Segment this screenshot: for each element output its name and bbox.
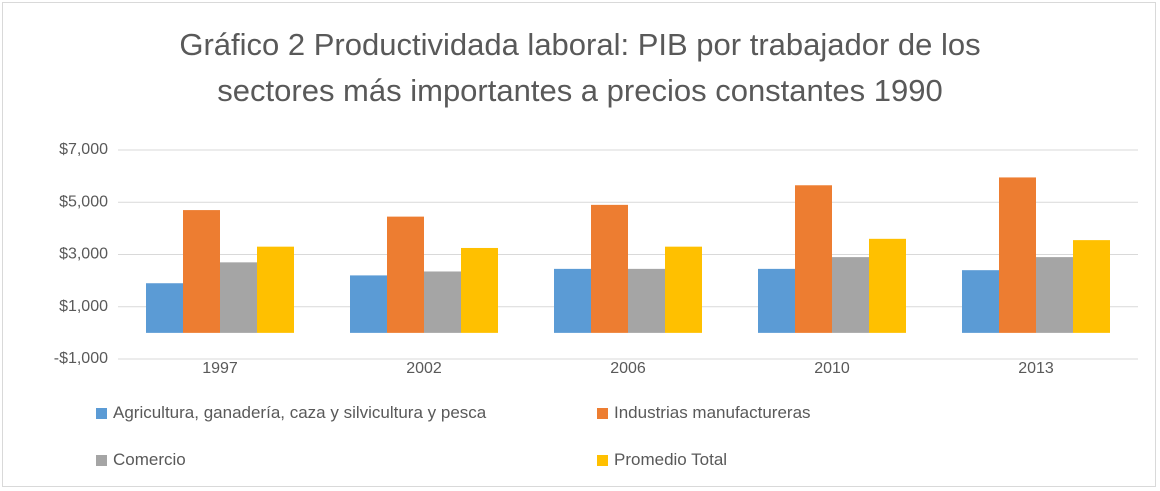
legend-item: Agricultura, ganadería, caza y silvicult… (96, 403, 486, 423)
bar (146, 283, 183, 333)
bar (665, 246, 702, 333)
y-tick-label: -$1,000 (54, 350, 108, 367)
bar (554, 268, 591, 333)
legend-label: Industrias manufactureras (614, 403, 811, 422)
legend-label: Agricultura, ganadería, caza y silvicult… (113, 403, 487, 422)
bar (1036, 257, 1073, 333)
legend-item: Industrias manufactureras (597, 403, 811, 423)
legend-swatch (597, 454, 608, 466)
bar (461, 247, 498, 333)
y-tick-label: $3,000 (59, 246, 108, 263)
bar (591, 204, 628, 333)
bar (257, 246, 294, 333)
legend-item: Promedio Total (597, 450, 727, 470)
x-tick-label: 2013 (1018, 360, 1054, 377)
bar (350, 275, 387, 333)
legend-label: Comercio (113, 450, 186, 469)
bar (869, 238, 906, 333)
legend-swatch (96, 454, 107, 466)
legend-item: Comercio (96, 450, 186, 470)
bar (220, 262, 257, 333)
bar (387, 216, 424, 333)
legend-swatch (96, 407, 107, 419)
bar (424, 271, 461, 333)
y-tick-label: $7,000 (59, 141, 108, 158)
legend-label: Promedio Total (614, 450, 728, 469)
bar (832, 257, 869, 333)
chart-title: Gráfico 2 Productividada laboral: PIB po… (179, 27, 981, 108)
x-tick-label: 2010 (814, 360, 850, 377)
bar (1073, 240, 1110, 333)
bar (758, 268, 795, 333)
bar (628, 268, 665, 333)
x-tick-label: 2006 (610, 360, 646, 377)
x-tick-label: 1997 (202, 360, 238, 377)
bar (999, 177, 1036, 333)
bar (962, 270, 999, 333)
bar (795, 185, 832, 333)
x-tick-label: 2002 (406, 360, 442, 377)
y-tick-label: $5,000 (59, 193, 108, 210)
bar (183, 210, 220, 333)
legend-swatch (597, 407, 608, 419)
y-tick-label: $1,000 (59, 298, 108, 315)
